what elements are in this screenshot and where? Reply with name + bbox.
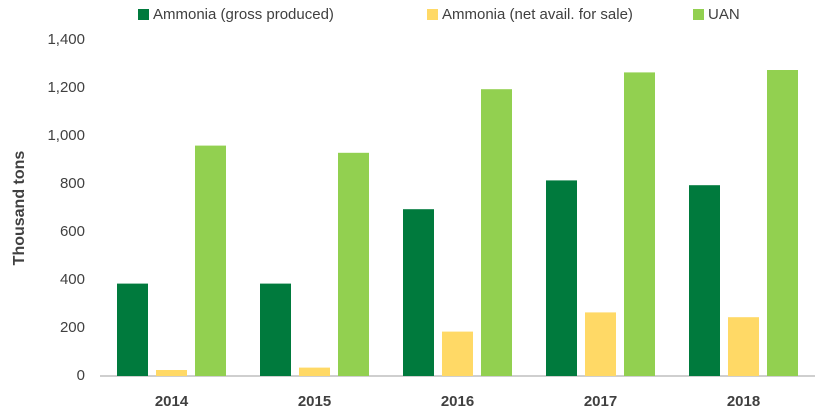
bar: [689, 185, 720, 376]
bar: [767, 70, 798, 376]
y-tick-label: 200: [60, 319, 85, 336]
x-tick-label: 2015: [298, 393, 331, 410]
bar: [481, 89, 512, 376]
x-tick-label: 2017: [584, 393, 617, 410]
x-tick-label: 2014: [155, 393, 189, 410]
legend-swatch: [693, 9, 704, 20]
legend-swatch: [427, 9, 438, 20]
bar: [546, 180, 577, 376]
y-tick-label: 1,000: [47, 127, 85, 144]
bar: [728, 317, 759, 376]
bar: [156, 370, 187, 376]
bar: [442, 331, 473, 376]
bar: [403, 209, 434, 376]
y-tick-label: 1,200: [47, 79, 85, 96]
bar: [624, 72, 655, 377]
y-tick-label: 600: [60, 223, 85, 240]
x-tick-label: 2016: [441, 393, 474, 410]
bar: [585, 312, 616, 376]
y-tick-label: 1,400: [47, 31, 85, 48]
y-tick-label: 800: [60, 175, 85, 192]
y-tick-label: 400: [60, 271, 85, 288]
y-tick-label: 0: [77, 367, 85, 384]
bar: [338, 152, 369, 376]
y-axis-label: Thousand tons: [11, 151, 28, 266]
legend-label: UAN: [708, 6, 740, 23]
legend-swatch: [138, 9, 149, 20]
legend-label: Ammonia (gross produced): [153, 6, 334, 23]
bar: [299, 367, 330, 376]
x-tick-label: 2018: [727, 393, 760, 410]
bar: [195, 145, 226, 376]
bar: [260, 283, 291, 376]
legend-label: Ammonia (net avail. for sale): [442, 6, 633, 23]
bar: [117, 283, 148, 376]
